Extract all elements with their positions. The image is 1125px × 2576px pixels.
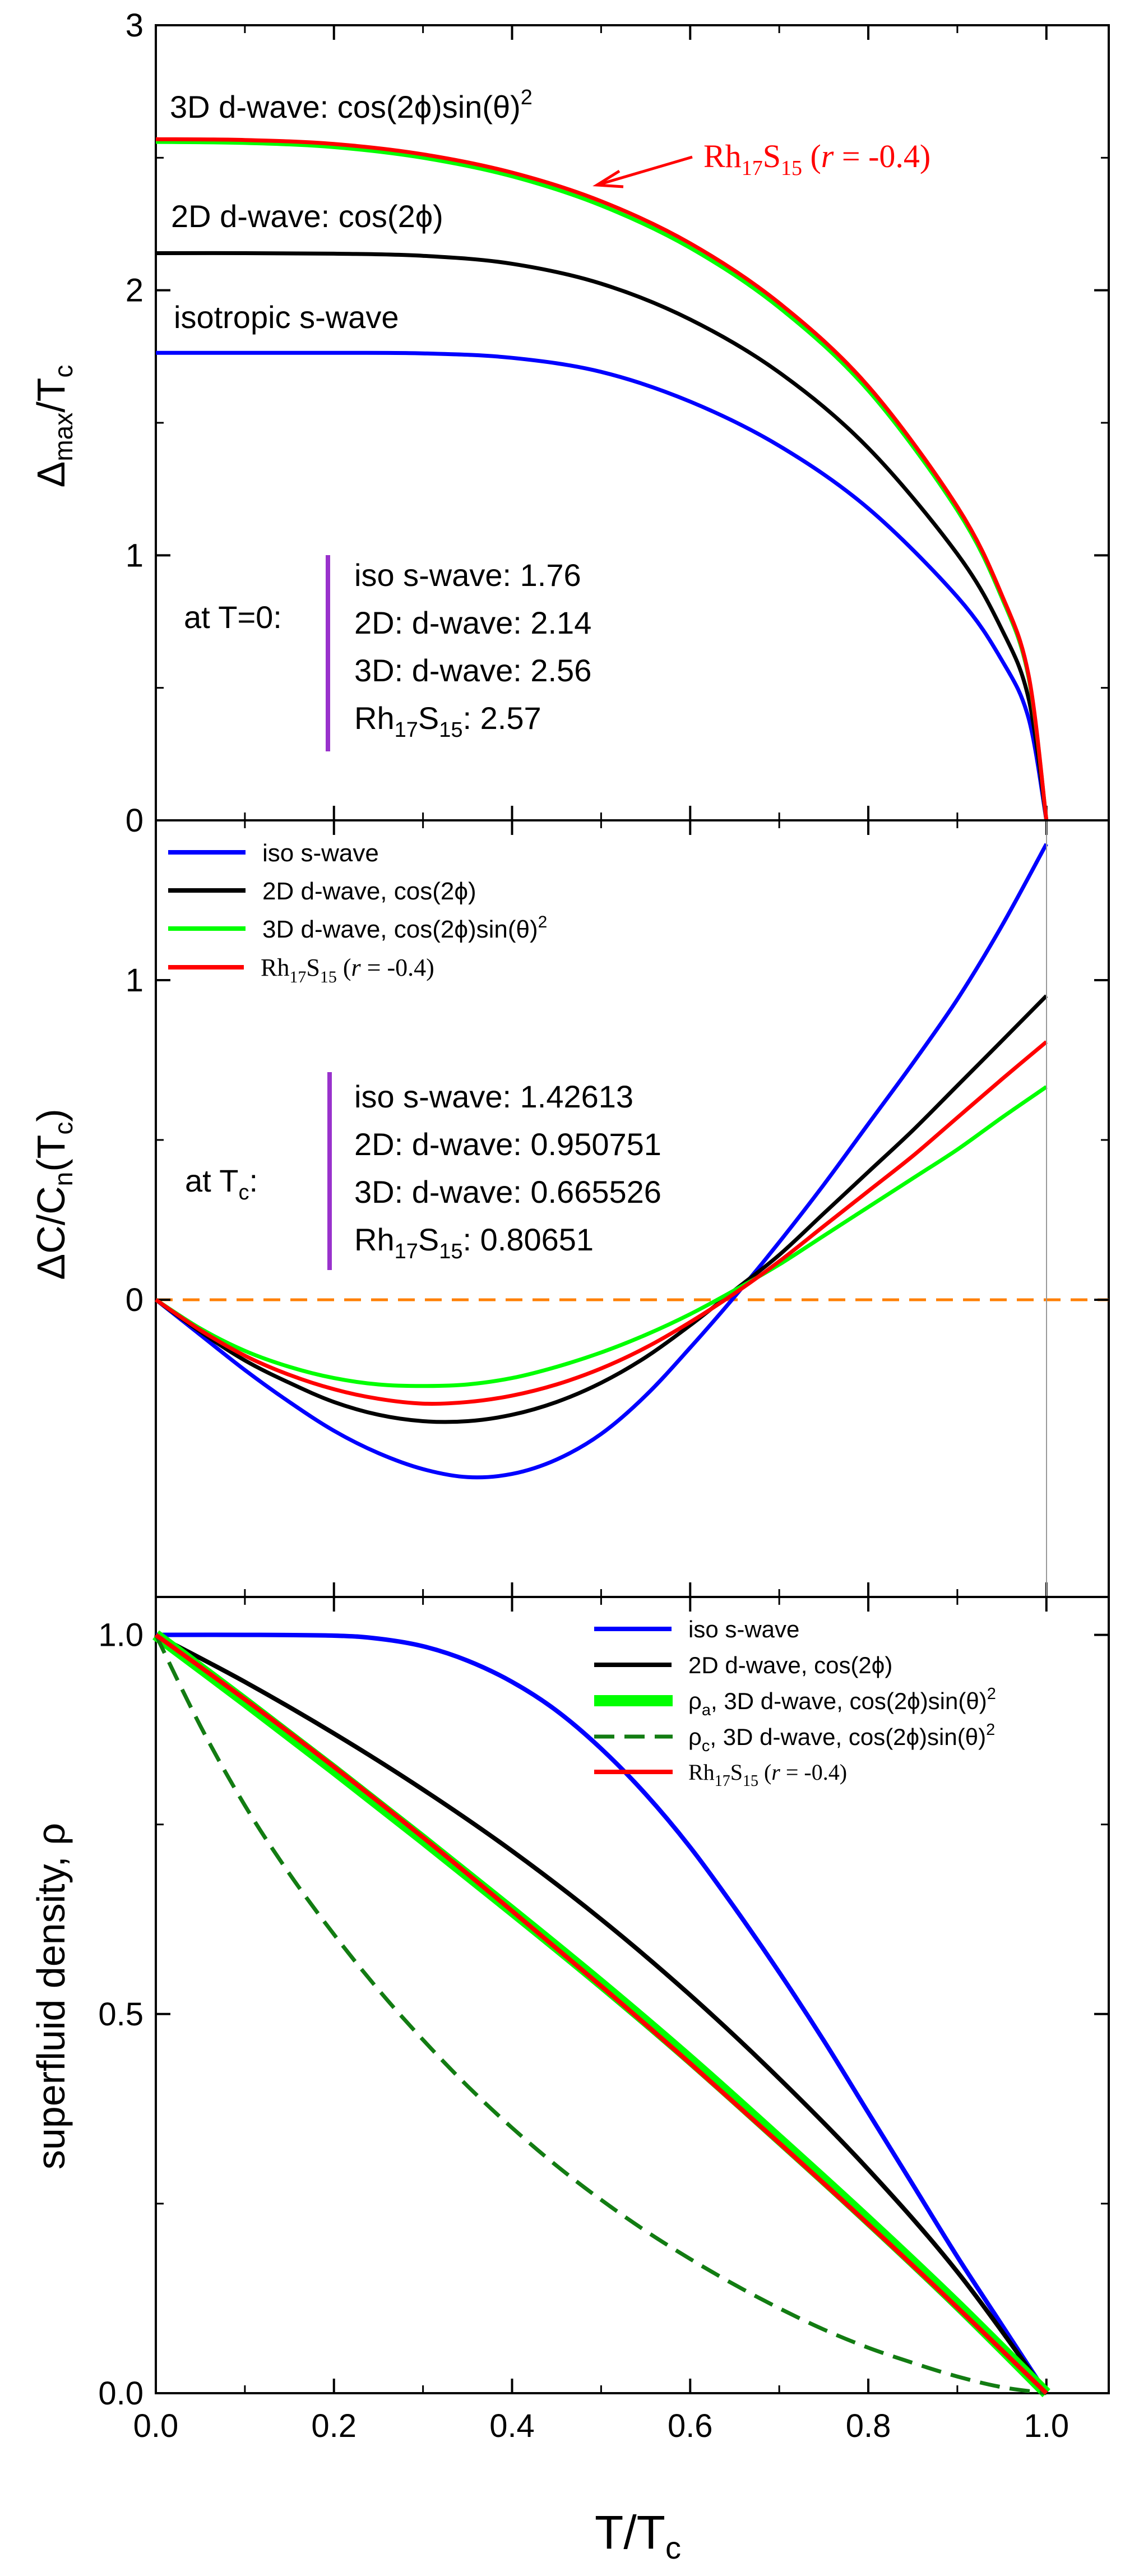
- y-tick-label: 1.0: [98, 1617, 143, 1654]
- svg-text:ρa, 3D d-wave, cos(2ϕ)sin(θ)2: ρa, 3D d-wave, cos(2ϕ)sin(θ)2: [688, 1685, 996, 1719]
- panel-3-frame: [155, 1596, 1110, 2394]
- series-d3: [155, 140, 1049, 821]
- y-tick-label: 1: [126, 962, 143, 999]
- panel-2-inset-prefix: at Tc:: [185, 1163, 258, 1204]
- series-rh: [155, 137, 1049, 821]
- panel-3: 0.0 0.5 1.0 0.0 0.2 0.4 0.6 0.8 1.0 superfluid d…: [29, 1596, 1110, 2565]
- series-d2: [154, 994, 1048, 1424]
- y-tick-label: 0.0: [98, 2375, 143, 2412]
- x-tick-label: 0.2: [311, 2408, 357, 2444]
- x-tick-label: 0.6: [668, 2408, 713, 2444]
- legend-label-d2: 2D d-wave, cos(2ϕ): [688, 1652, 892, 1678]
- legend-label-iso: iso s-wave: [262, 839, 379, 867]
- panel-1-ticks: 0 1 2 3: [126, 7, 1109, 839]
- series-iso: [155, 350, 1049, 821]
- legend-label-iso: iso s-wave: [688, 1616, 799, 1642]
- y-tick-label: 2: [126, 273, 143, 309]
- panel-1-series: [155, 137, 1049, 821]
- svg-text:Rh17S15 (r = -0.4): Rh17S15 (r = -0.4): [261, 954, 434, 986]
- panel-2-inset-line-1: iso s-wave: 1.42613: [354, 1079, 633, 1114]
- panel-2-legend-rh: Rh17S15 (r = -0.4): [168, 954, 434, 986]
- panel-2-series: [154, 843, 1048, 1480]
- rh-arrow: [592, 155, 693, 188]
- label-2d-d-wave: 2D d-wave: cos(2ϕ): [171, 198, 443, 234]
- series-iso: [155, 1632, 1049, 2395]
- series-d2: [155, 251, 1049, 821]
- panel-3-ticks: 0.0 0.5 1.0 0.0 0.2 0.4 0.6 0.8 1.0: [98, 1597, 1109, 2444]
- panel-1-y-axis-label: Δmax/Tc: [29, 365, 78, 488]
- series-rh: [154, 1633, 1048, 2395]
- x-tick-label: 0.8: [846, 2408, 891, 2444]
- x-tick-label: 0.4: [489, 2408, 535, 2444]
- panel-1-inset-line-4: Rh17S15: 2.57: [354, 700, 541, 742]
- label-isotropic-s-wave: isotropic s-wave: [174, 299, 399, 335]
- panel-gap: 0 1 2 3 Δmax/Tc 3D d-wave: cos(2ϕ)sin(θ)2 2…: [29, 7, 1110, 839]
- panel-2-inset-line-2: 2D: d-wave: 0.950751: [354, 1127, 661, 1162]
- panel-3-legend-rho-c: ρc, 3D d-wave, cos(2ϕ)sin(θ)2: [594, 1721, 995, 1755]
- legend-label-d2: 2D d-wave, cos(2ϕ): [262, 878, 476, 905]
- panel-1-inset-prefix: at T=0:: [184, 599, 282, 635]
- panel-3-legend: iso s-wave 2D d-wave, cos(2ϕ): [594, 1616, 892, 1678]
- svg-text:Rh17S15 (r = -0.4): Rh17S15 (r = -0.4): [688, 1760, 847, 1790]
- panel-1-inset-line-1: iso s-wave: 1.76: [354, 557, 581, 593]
- legend-label-d3: 3D d-wave, cos(2ϕ)sin(θ)2: [262, 913, 547, 943]
- panel-2-inset-line-3: 3D: d-wave: 0.665526: [354, 1174, 661, 1209]
- series-rh: [155, 1040, 1048, 1406]
- panel-1-inset-line-3: 3D: d-wave: 2.56: [354, 653, 591, 688]
- label-3d-d-wave: 3D d-wave: cos(2ϕ)sin(θ)2: [170, 86, 533, 124]
- x-tick-label: 1.0: [1024, 2408, 1069, 2444]
- panel-1-inset-line-2: 2D: d-wave: 2.14: [354, 605, 591, 640]
- panel-3-series: [152, 1630, 1050, 2398]
- y-tick-label: 0: [126, 1282, 143, 1318]
- x-axis-label: T/Tc: [595, 2506, 681, 2565]
- y-tick-label: 3: [126, 7, 143, 44]
- svg-text:ρc, 3D d-wave, cos(2ϕ)sin(θ)2: ρc, 3D d-wave, cos(2ϕ)sin(θ)2: [688, 1721, 995, 1755]
- series-d3: [155, 1085, 1048, 1388]
- series-iso: [154, 843, 1048, 1480]
- series-d3c: [154, 1634, 1047, 2395]
- label-rh17s15: Rh17S15 (r = -0.4): [703, 138, 930, 180]
- panel-3-y-axis-label: superfluid density, ρ: [29, 1823, 73, 2169]
- panel-2-legend: iso s-wave 2D d-wave, cos(2ϕ) 3D d-wave, c…: [168, 839, 547, 943]
- panel-2-inset-line-4: Rh17S15: 0.80651: [354, 1222, 594, 1263]
- panel-2-ticks: 01: [126, 820, 1109, 1597]
- series-d2: [155, 1633, 1049, 2395]
- panel-3-legend-rh: Rh17S15 (r = -0.4): [594, 1760, 847, 1790]
- panel-3-legend-rho-a: ρa, 3D d-wave, cos(2ϕ)sin(θ)2: [594, 1685, 996, 1719]
- y-tick-label: 0: [126, 802, 143, 839]
- panel-2-y-axis-label: ΔC/Cn(Tc): [29, 1109, 78, 1280]
- y-tick-label: 1: [126, 537, 143, 574]
- x-tick-label: 0.0: [133, 2408, 179, 2444]
- y-tick-label: 0.5: [98, 1996, 143, 2033]
